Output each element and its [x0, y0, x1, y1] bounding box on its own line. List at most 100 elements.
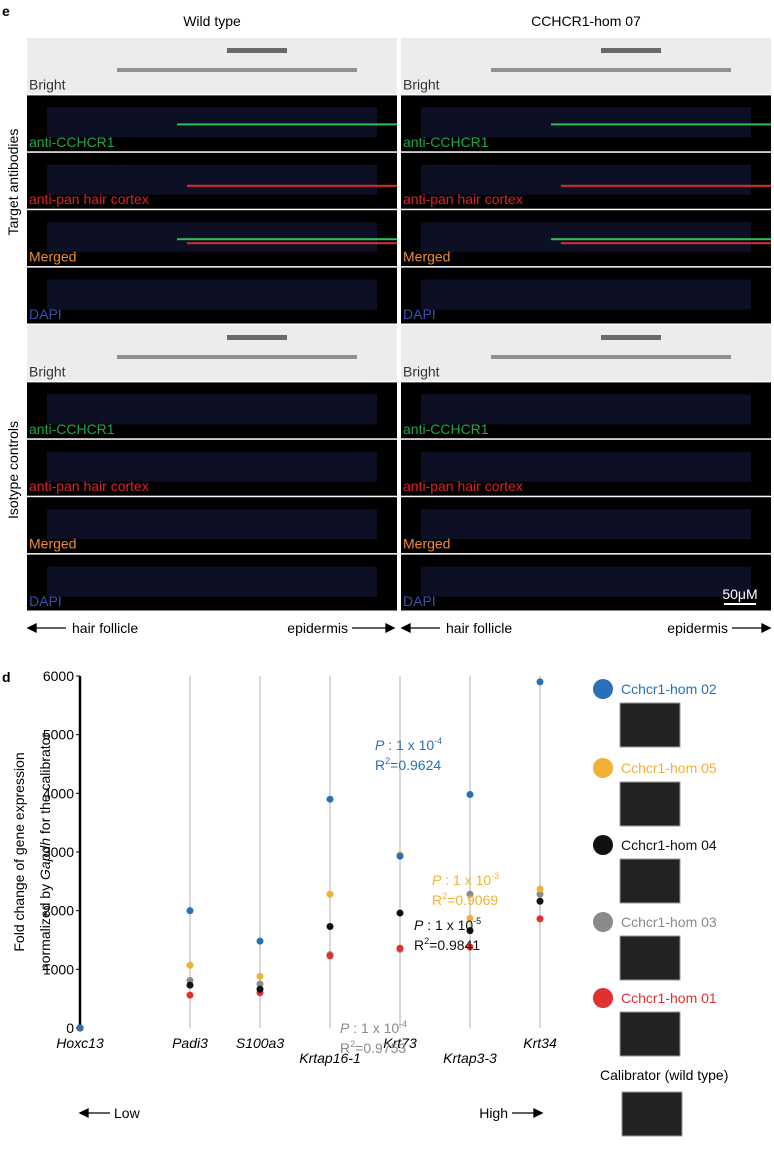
- annotation: R2=0.9841: [414, 936, 480, 953]
- legend-marker: [593, 912, 613, 932]
- legend-label: Cchcr1-hom 02: [621, 681, 717, 697]
- legend-marker: [593, 679, 613, 699]
- annotation: P : 1 x 10-5: [414, 916, 481, 933]
- y-tick-label: 2000: [43, 903, 74, 919]
- legend-label: Cchcr1-hom 05: [621, 760, 717, 776]
- x-tick-label: S100a3: [236, 1035, 284, 1051]
- annotation: P : 1 x 10-4: [340, 1019, 407, 1036]
- point: [256, 937, 264, 945]
- annotation: R2=0.9069: [432, 891, 498, 908]
- tissue: [601, 48, 661, 53]
- micrograph: [27, 38, 397, 94]
- tissue: [47, 394, 377, 425]
- legend-marker: [593, 758, 613, 778]
- y-tick-label: 0: [66, 1020, 74, 1036]
- point: [466, 943, 474, 951]
- tissue: [421, 164, 751, 195]
- channel-label: DAPI: [403, 593, 436, 609]
- column-title: Wild type: [183, 13, 241, 29]
- point: [536, 885, 544, 893]
- annotation: R2=0.9624: [375, 756, 441, 773]
- direction-label: hair follicle: [446, 620, 512, 636]
- channel-label: anti-CCHCR1: [29, 134, 115, 150]
- panel-label: e: [2, 3, 10, 19]
- tissue: [117, 68, 357, 72]
- point: [466, 914, 474, 922]
- channel-label: Merged: [403, 249, 450, 265]
- channel-label: DAPI: [403, 306, 436, 322]
- point: [186, 907, 194, 915]
- signal: [187, 242, 397, 245]
- point: [396, 944, 404, 952]
- tissue: [421, 279, 751, 310]
- legend-label: Calibrator (wild type): [600, 1067, 728, 1083]
- x-tick-label: Padi3: [172, 1035, 208, 1051]
- y-axis-label: normalized by Gapdh for the calibrator: [37, 733, 53, 971]
- tissue: [421, 566, 751, 597]
- y-tick-label: 5000: [43, 727, 74, 743]
- point: [186, 991, 194, 999]
- tissue: [117, 355, 357, 359]
- channel-label: Bright: [403, 363, 440, 379]
- point: [326, 923, 334, 931]
- x-tick-label: Krt73: [383, 1035, 417, 1051]
- signal: [177, 238, 397, 241]
- tissue: [421, 222, 751, 253]
- point: [256, 980, 264, 988]
- channel-label: DAPI: [29, 306, 62, 322]
- x-tick-label: Krtap16-1: [299, 1050, 360, 1066]
- point: [396, 852, 404, 860]
- x-tick-label: Krtap3-3: [443, 1050, 497, 1066]
- point: [396, 909, 404, 917]
- channel-label: Bright: [403, 76, 440, 92]
- y-tick-label: 1000: [43, 961, 74, 977]
- legend-label: Cchcr1-hom 01: [621, 990, 717, 1006]
- direction-label: Low: [114, 1105, 141, 1121]
- point: [256, 985, 264, 993]
- channel-label: anti-pan hair cortex: [29, 478, 149, 494]
- tissue: [47, 451, 377, 482]
- tissue: [421, 394, 751, 425]
- micrograph: [401, 38, 771, 94]
- mouse-photo: [619, 781, 681, 827]
- y-tick-label: 4000: [43, 785, 74, 801]
- signal: [561, 184, 771, 187]
- mouse-photo: [619, 935, 681, 981]
- point: [466, 890, 474, 898]
- channel-label: anti-pan hair cortex: [403, 478, 523, 494]
- mouse-photo: [621, 1091, 683, 1137]
- legend-label: Cchcr1-hom 04: [621, 837, 717, 853]
- tissue: [601, 335, 661, 340]
- legend-label: Cchcr1-hom 03: [621, 914, 717, 930]
- point: [186, 961, 194, 969]
- point: [186, 981, 194, 989]
- annotation: P : 1 x 10-3: [432, 871, 499, 888]
- column-title: CCHCR1-hom 07: [531, 13, 641, 29]
- legend-marker: [593, 835, 613, 855]
- tissue: [47, 222, 377, 253]
- x-tick-label: Krt34: [523, 1035, 557, 1051]
- signal: [551, 238, 771, 241]
- point: [76, 1024, 84, 1032]
- micrograph: [401, 325, 771, 381]
- channel-label: Merged: [29, 249, 76, 265]
- tissue: [47, 566, 377, 597]
- group-label: Target antibodies: [5, 129, 21, 236]
- channel-label: Merged: [403, 536, 450, 552]
- micrograph: [27, 325, 397, 381]
- legend-marker: [593, 988, 613, 1008]
- channel-label: Bright: [29, 363, 66, 379]
- mouse-photo: [619, 702, 681, 748]
- signal: [187, 184, 397, 187]
- tissue: [47, 509, 377, 540]
- panel-label: d: [2, 669, 11, 685]
- scale-bar-label: 50μM: [722, 586, 757, 602]
- chart: Hoxc13 Padi3 S100a3 Krtap16-1 Krt73 Krtap3-3 K…: [43, 668, 728, 1137]
- point: [326, 952, 334, 960]
- point: [536, 915, 544, 923]
- mouse-photo: [619, 858, 681, 904]
- channel-label: anti-pan hair cortex: [403, 191, 523, 207]
- tissue: [47, 164, 377, 195]
- annotation: P : 1 x 10-4: [375, 736, 442, 753]
